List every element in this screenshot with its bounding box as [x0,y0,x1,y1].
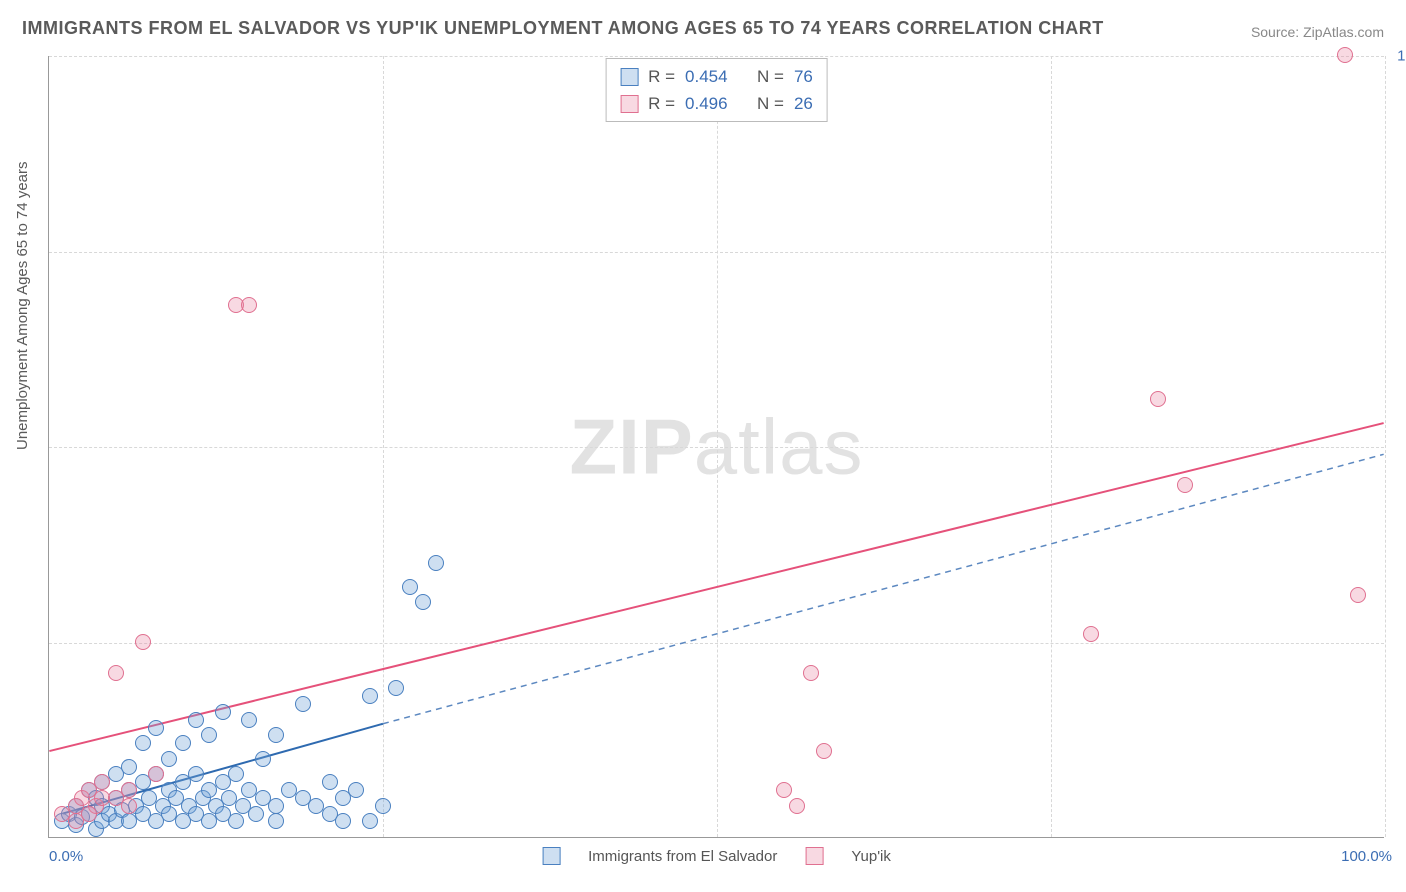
scatter-point [789,798,805,814]
scatter-point [81,806,97,822]
swatch-icon [542,847,560,865]
y-axis-label: Unemployment Among Ages 65 to 74 years [14,161,31,450]
y-tick-label: 25.0% [1388,634,1406,651]
x-tick-label: 100.0% [1341,848,1392,865]
scatter-point [362,688,378,704]
swatch-icon [620,68,638,86]
source-attribution: Source: ZipAtlas.com [1251,24,1384,40]
scatter-point [428,555,444,571]
scatter-point [228,813,244,829]
plot-area: ZIPatlas R = 0.454 N = 76 R = 0.496 N = … [48,56,1384,838]
scatter-point [94,790,110,806]
scatter-point [1177,477,1193,493]
scatter-point [803,665,819,681]
scatter-point [228,766,244,782]
stats-legend-box: R = 0.454 N = 76 R = 0.496 N = 26 [605,58,828,122]
scatter-point [241,297,257,313]
scatter-point [255,751,271,767]
stats-row-series2: R = 0.496 N = 26 [620,90,813,117]
legend-label-series1: Immigrants from El Salvador [588,848,777,865]
scatter-point [268,727,284,743]
y-tick-label: 100.0% [1388,48,1406,65]
scatter-point [94,774,110,790]
scatter-point [148,766,164,782]
scatter-point [1083,626,1099,642]
scatter-point [121,759,137,775]
scatter-point [135,634,151,650]
y-tick-label: 50.0% [1388,439,1406,456]
legend-label-series2: Yup'ik [851,848,891,865]
scatter-point [375,798,391,814]
scatter-point [268,813,284,829]
bottom-legend: Immigrants from El Salvador Yup'ik [542,847,891,865]
scatter-point [1150,391,1166,407]
scatter-point [415,594,431,610]
scatter-point [121,782,137,798]
scatter-point [188,712,204,728]
scatter-point [776,782,792,798]
stats-row-series1: R = 0.454 N = 76 [620,63,813,90]
x-tick-label: 0.0% [49,848,83,865]
scatter-point [388,680,404,696]
scatter-point [201,727,217,743]
y-tick-label: 75.0% [1388,243,1406,260]
swatch-icon [620,95,638,113]
scatter-point [161,751,177,767]
scatter-point [148,720,164,736]
scatter-point [335,813,351,829]
chart-title: IMMIGRANTS FROM EL SALVADOR VS YUP'IK UN… [22,18,1104,39]
scatter-point [108,665,124,681]
scatter-point [188,766,204,782]
scatter-point [268,798,284,814]
scatter-point [175,735,191,751]
scatter-point [348,782,364,798]
scatter-point [1337,47,1353,63]
scatter-point [215,704,231,720]
scatter-point [295,696,311,712]
scatter-point [816,743,832,759]
scatter-point [241,712,257,728]
scatter-point [1350,587,1366,603]
swatch-icon [805,847,823,865]
scatter-point [121,798,137,814]
gridline-v [1385,56,1386,837]
scatter-point [362,813,378,829]
scatter-point [402,579,418,595]
scatter-point [322,774,338,790]
scatter-point [248,806,264,822]
scatter-point [135,735,151,751]
